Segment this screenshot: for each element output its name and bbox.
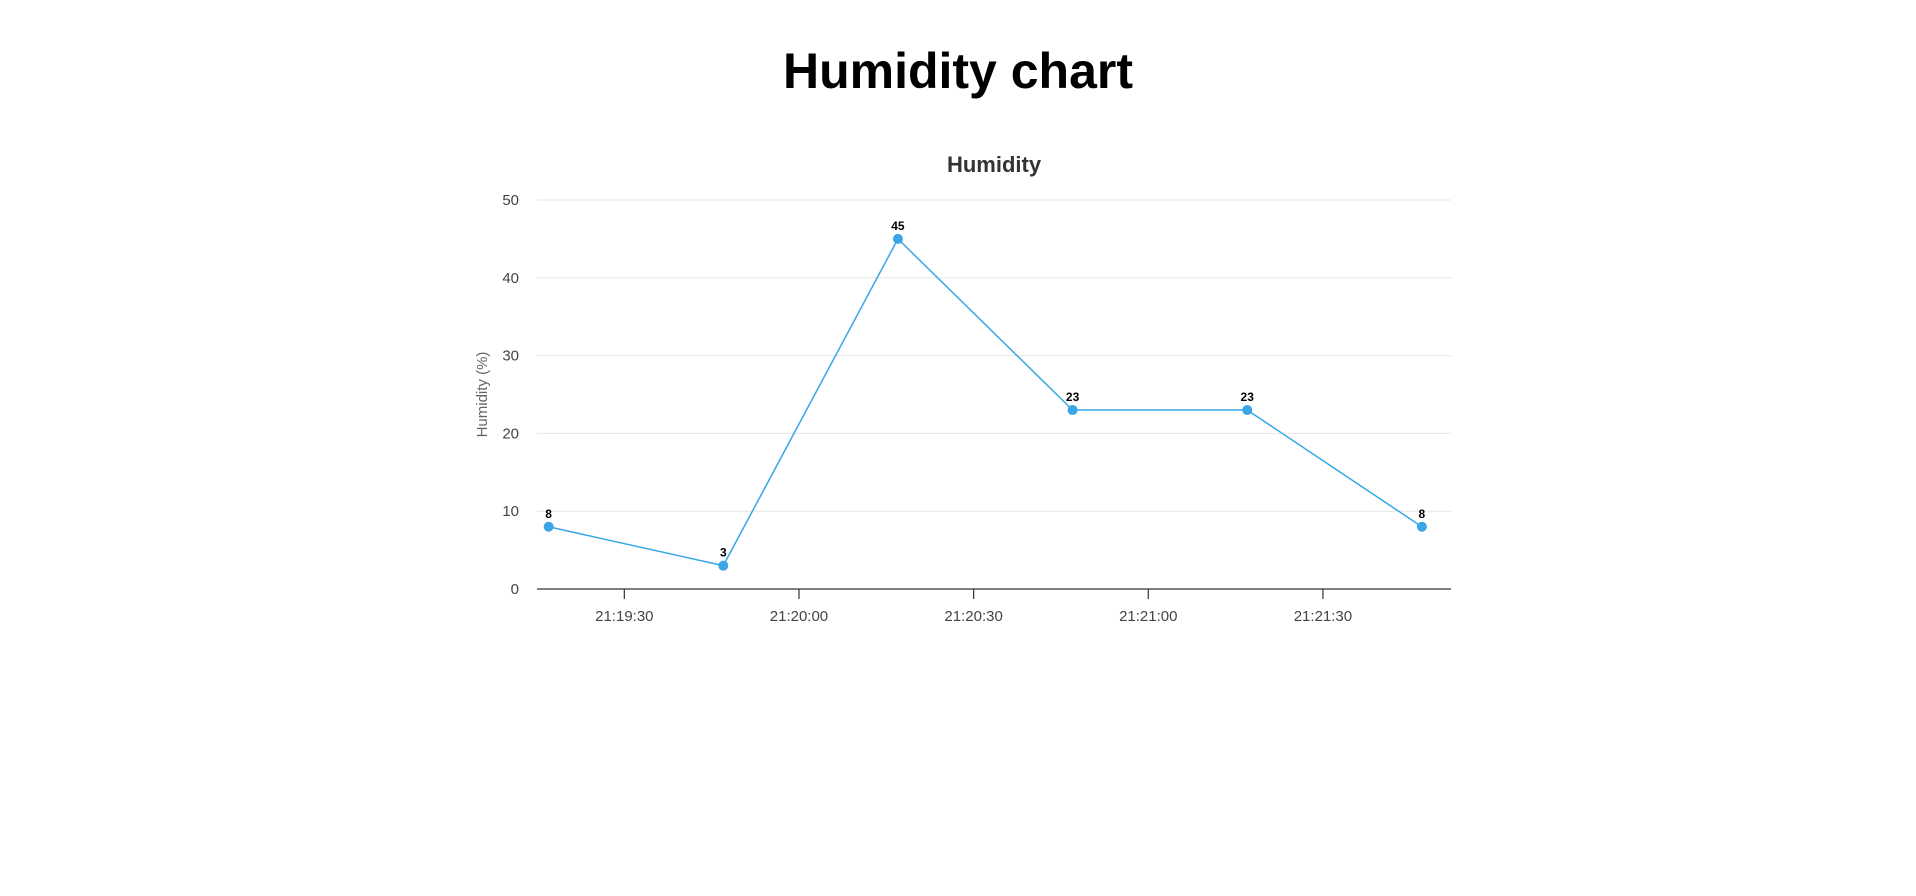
- page-title: Humidity chart: [782, 43, 1134, 99]
- x-tick-label: 21:21:30: [1294, 608, 1352, 625]
- x-tick-label: 21:21:00: [1119, 608, 1177, 625]
- y-tick-label: 10: [502, 503, 519, 520]
- series-layer: 8 3 45 23 23 8: [543, 219, 1427, 571]
- x-axis-ticks: 21:19:30 21:20:00 21:20:30 21:21:00 21:21:30: [595, 589, 1352, 625]
- data-point: [1416, 521, 1427, 532]
- grid-lines: [537, 199, 1451, 512]
- y-tick-label: 40: [502, 270, 519, 287]
- y-axis-ticks: 0 10 20 30 40 50: [502, 192, 519, 598]
- data-point: [543, 521, 554, 532]
- series-line: [548, 237, 1423, 567]
- y-tick-label: 30: [502, 348, 519, 365]
- data-label: 23: [1066, 390, 1080, 404]
- data-point: [1067, 405, 1078, 416]
- data-point: [892, 233, 903, 244]
- x-tick-label: 21:20:00: [770, 608, 828, 625]
- x-tick-label: 21:19:30: [595, 608, 653, 625]
- y-tick-label: 50: [502, 192, 519, 209]
- y-tick-label: 20: [502, 425, 519, 442]
- data-point: [1242, 405, 1253, 416]
- data-label: 23: [1241, 390, 1255, 404]
- data-point: [718, 560, 729, 571]
- chart-title: Humidity: [947, 152, 1042, 177]
- data-label: 8: [545, 507, 552, 521]
- y-axis-label: Humidity (%): [474, 352, 491, 438]
- x-tick-label: 21:20:30: [944, 608, 1002, 625]
- y-tick-label: 0: [511, 581, 519, 598]
- data-label: 8: [1419, 507, 1426, 521]
- data-label: 3: [720, 546, 727, 560]
- data-label: 45: [891, 219, 905, 233]
